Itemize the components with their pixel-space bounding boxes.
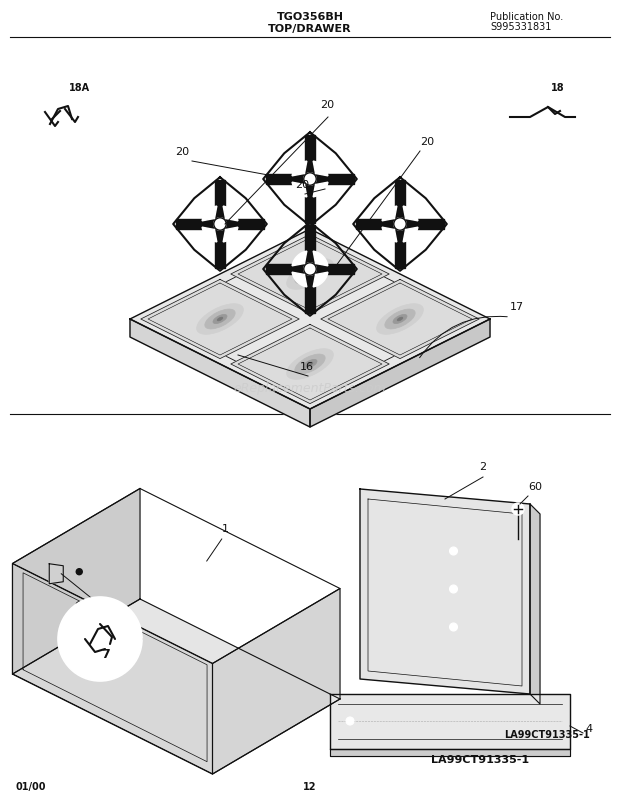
Text: TOP/DRAWER: TOP/DRAWER bbox=[268, 24, 352, 34]
Circle shape bbox=[450, 585, 458, 593]
Text: 01/00: 01/00 bbox=[15, 781, 45, 791]
Ellipse shape bbox=[213, 315, 227, 324]
Text: LA99CT91335-1: LA99CT91335-1 bbox=[504, 729, 590, 739]
Polygon shape bbox=[382, 207, 397, 222]
Polygon shape bbox=[130, 320, 310, 427]
Polygon shape bbox=[231, 235, 389, 314]
Polygon shape bbox=[202, 207, 217, 222]
Polygon shape bbox=[266, 264, 354, 275]
Polygon shape bbox=[12, 599, 340, 774]
Ellipse shape bbox=[286, 259, 334, 290]
Polygon shape bbox=[266, 175, 354, 185]
Ellipse shape bbox=[303, 270, 317, 279]
Ellipse shape bbox=[286, 349, 334, 380]
Text: 60: 60 bbox=[528, 482, 542, 491]
Polygon shape bbox=[223, 228, 238, 243]
Polygon shape bbox=[141, 280, 299, 359]
Polygon shape bbox=[12, 564, 213, 774]
Circle shape bbox=[346, 717, 354, 725]
Text: Publication No.: Publication No. bbox=[490, 12, 563, 22]
Polygon shape bbox=[215, 181, 225, 269]
Ellipse shape bbox=[303, 360, 317, 369]
Circle shape bbox=[76, 602, 82, 608]
Text: S995331831: S995331831 bbox=[490, 22, 551, 32]
Polygon shape bbox=[530, 504, 540, 704]
Polygon shape bbox=[310, 320, 490, 427]
Ellipse shape bbox=[294, 355, 326, 374]
Ellipse shape bbox=[294, 265, 326, 284]
Polygon shape bbox=[313, 273, 328, 287]
Polygon shape bbox=[292, 252, 307, 267]
Polygon shape bbox=[360, 489, 530, 694]
Ellipse shape bbox=[307, 363, 313, 366]
Text: 4: 4 bbox=[585, 723, 592, 733]
Text: 20: 20 bbox=[420, 137, 434, 147]
Circle shape bbox=[58, 597, 142, 681]
Circle shape bbox=[450, 623, 458, 631]
Polygon shape bbox=[305, 136, 315, 224]
Text: eReplacementParts.com: eReplacementParts.com bbox=[234, 381, 386, 394]
Ellipse shape bbox=[217, 318, 223, 321]
Ellipse shape bbox=[393, 315, 407, 324]
Polygon shape bbox=[305, 226, 315, 314]
Polygon shape bbox=[292, 273, 307, 287]
Polygon shape bbox=[330, 749, 570, 756]
Ellipse shape bbox=[376, 304, 423, 335]
Polygon shape bbox=[321, 280, 479, 359]
Circle shape bbox=[512, 503, 524, 516]
Ellipse shape bbox=[307, 273, 313, 276]
Circle shape bbox=[214, 218, 226, 231]
Text: TGO356BH: TGO356BH bbox=[277, 12, 343, 22]
Text: 2: 2 bbox=[479, 462, 486, 471]
Text: 18: 18 bbox=[551, 83, 565, 93]
Ellipse shape bbox=[18, 72, 118, 147]
Text: 12: 12 bbox=[303, 781, 317, 791]
Polygon shape bbox=[403, 207, 418, 222]
Polygon shape bbox=[130, 230, 490, 410]
Polygon shape bbox=[231, 325, 389, 404]
Text: 20: 20 bbox=[295, 180, 309, 190]
Polygon shape bbox=[202, 228, 217, 243]
Text: 20: 20 bbox=[175, 147, 189, 157]
Polygon shape bbox=[49, 564, 63, 584]
Polygon shape bbox=[356, 220, 444, 230]
Text: 17: 17 bbox=[510, 302, 524, 312]
Polygon shape bbox=[313, 183, 328, 198]
Text: 16: 16 bbox=[300, 361, 314, 372]
Circle shape bbox=[76, 569, 82, 575]
Polygon shape bbox=[292, 162, 307, 177]
Polygon shape bbox=[313, 162, 328, 177]
Polygon shape bbox=[403, 228, 418, 243]
Text: 20: 20 bbox=[320, 100, 334, 110]
Circle shape bbox=[304, 173, 316, 186]
Circle shape bbox=[304, 263, 316, 276]
Text: LA99CT91335-1: LA99CT91335-1 bbox=[431, 754, 529, 764]
Text: 1: 1 bbox=[222, 524, 229, 533]
Ellipse shape bbox=[197, 304, 244, 335]
Ellipse shape bbox=[397, 318, 403, 321]
Polygon shape bbox=[176, 220, 264, 230]
Polygon shape bbox=[12, 489, 140, 675]
Polygon shape bbox=[223, 207, 238, 222]
Polygon shape bbox=[292, 183, 307, 198]
Ellipse shape bbox=[500, 76, 590, 144]
Text: 7: 7 bbox=[100, 648, 109, 661]
Polygon shape bbox=[313, 252, 328, 267]
Ellipse shape bbox=[205, 310, 235, 329]
Text: 18A: 18A bbox=[69, 83, 91, 93]
Circle shape bbox=[394, 218, 406, 231]
Circle shape bbox=[450, 548, 458, 556]
Polygon shape bbox=[395, 181, 405, 269]
Polygon shape bbox=[382, 228, 397, 243]
Ellipse shape bbox=[385, 310, 415, 329]
Polygon shape bbox=[213, 589, 340, 774]
Polygon shape bbox=[330, 694, 570, 749]
